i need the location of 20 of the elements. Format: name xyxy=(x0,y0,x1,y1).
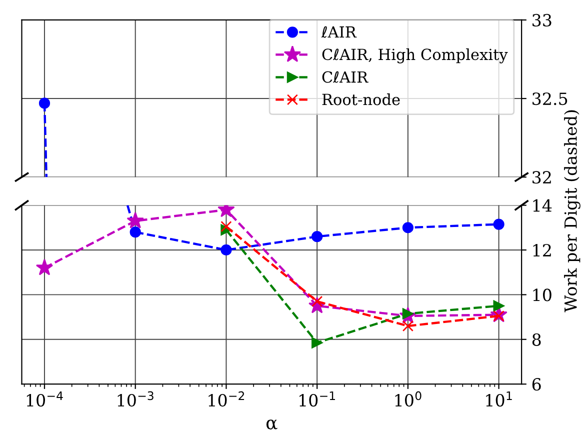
x-tick-label: 10$^{0}$ xyxy=(395,391,422,407)
x-tick-label: 10$^{1}$ xyxy=(486,391,512,407)
x-tick-label: 10$^{−1}$ xyxy=(300,391,335,407)
legend-label: Root-node xyxy=(322,93,400,106)
y-tick-label: 33 xyxy=(532,14,552,27)
y-tick-label: 10 xyxy=(533,288,552,302)
legend-label: CℓAIR, High Complexity xyxy=(322,48,508,64)
y-tick-label: 6 xyxy=(532,378,541,391)
x-axis-title: α xyxy=(266,420,278,430)
legend-label: ℓAIR xyxy=(321,26,357,38)
y-tick-label: 14 xyxy=(533,199,552,212)
y-tick-label: 32 xyxy=(532,171,551,184)
x-tick-label: 10$^{−2}$ xyxy=(208,391,244,407)
y-tick-label: 32.5 xyxy=(532,92,568,106)
y-axis-title: Work per Digit (dashed) xyxy=(564,110,580,312)
x-tick-label: 10$^{−3}$ xyxy=(118,391,154,407)
x-tick-label: 10$^{−4}$ xyxy=(26,391,63,407)
y-tick-label: 8 xyxy=(532,333,541,346)
legend-label: CℓAIR xyxy=(322,71,368,83)
y-tick-label: 12 xyxy=(533,244,551,256)
